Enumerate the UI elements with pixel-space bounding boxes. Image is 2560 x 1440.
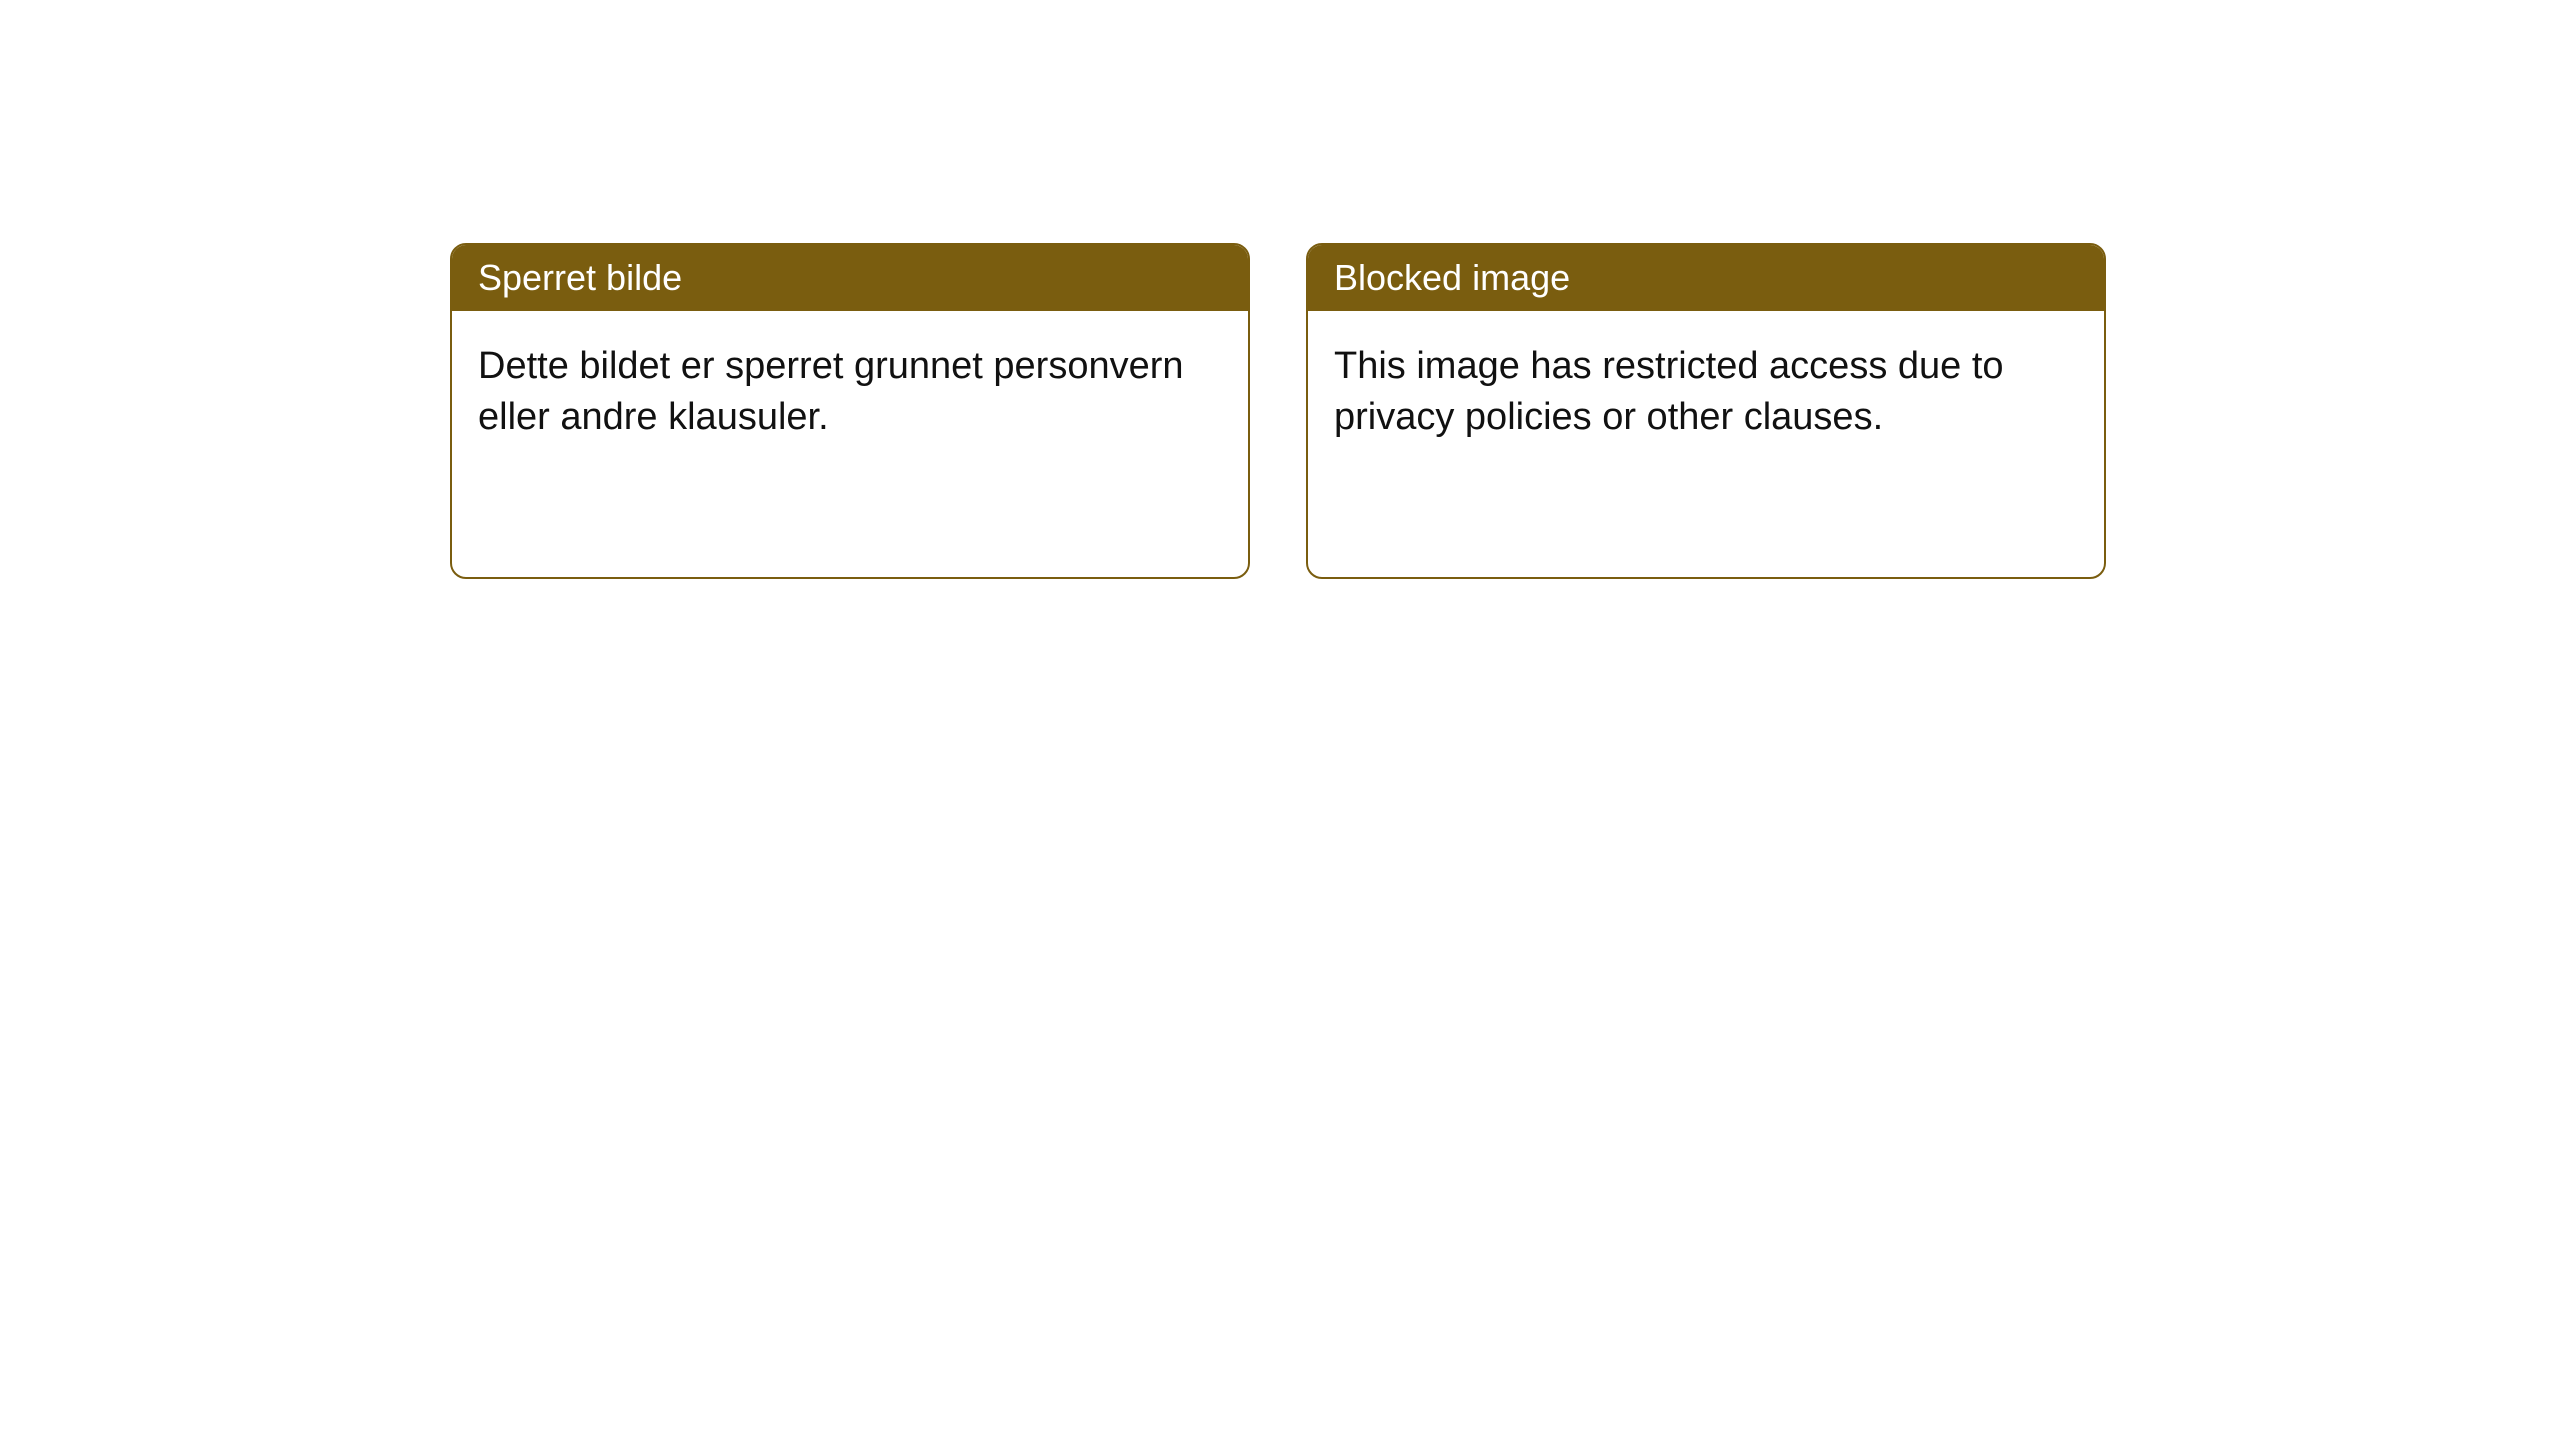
card-title: Blocked image — [1334, 257, 1570, 298]
notice-card-container: Sperret bilde Dette bildet er sperret gr… — [450, 243, 2106, 579]
card-title: Sperret bilde — [478, 257, 682, 298]
card-body: This image has restricted access due to … — [1308, 311, 2104, 474]
notice-card-norwegian: Sperret bilde Dette bildet er sperret gr… — [450, 243, 1250, 579]
card-body-text: Dette bildet er sperret grunnet personve… — [478, 345, 1184, 438]
card-header: Sperret bilde — [452, 245, 1248, 311]
card-body-text: This image has restricted access due to … — [1334, 345, 2004, 438]
notice-card-english: Blocked image This image has restricted … — [1306, 243, 2106, 579]
card-body: Dette bildet er sperret grunnet personve… — [452, 311, 1248, 474]
card-header: Blocked image — [1308, 245, 2104, 311]
